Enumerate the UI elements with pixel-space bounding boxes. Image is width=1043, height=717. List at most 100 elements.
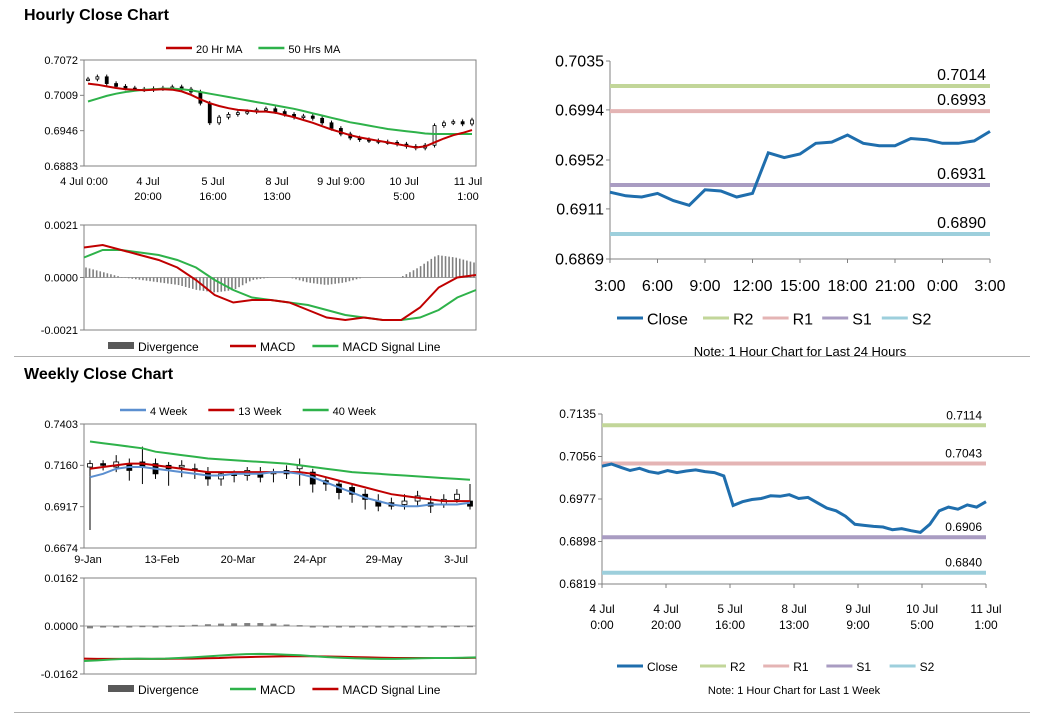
weekly-price-y-tick-label: 0.7160 — [44, 460, 78, 472]
weekly-macd-y-tick-label: -0.0162 — [41, 669, 78, 681]
weekly-close-legend-label: S1 — [856, 660, 871, 674]
hourly-macd-legend-label: Divergence — [138, 340, 199, 354]
hourly-price-candle-body — [470, 119, 474, 125]
hourly-close-x-tick-label: 21:00 — [875, 278, 915, 295]
weekly-close-y-tick-label: 0.7056 — [559, 450, 596, 464]
weekly-price-y-tick-label: 0.6917 — [44, 502, 78, 514]
weekly-price-y-tick-label: 0.7403 — [44, 419, 78, 431]
hourly-macd-legend-label: MACD — [260, 340, 296, 354]
weekly-price-y-tick-label: 0.6674 — [44, 543, 78, 555]
weekly-close-chart: 0.7135 0.7056 0.6977 0.6898 0.6819 0.7114 0.70… — [559, 407, 1001, 697]
weekly-divergence-bar — [270, 623, 277, 626]
weekly-price-x-tick-label: 24-Apr — [293, 554, 326, 566]
hourly-price-x-tick-label: 1:00 — [457, 191, 478, 203]
weekly-price-candle-body — [453, 493, 460, 500]
weekly-divergence-bar — [414, 626, 421, 628]
hourly-20hr-ma-line — [87, 82, 473, 149]
hourly-price-candle-body — [451, 121, 456, 124]
weekly-close-x-tick-label: 13:00 — [779, 618, 809, 632]
hourly-price-candle-body — [460, 121, 465, 125]
hourly-close-chart: 0.7035 0.6994 0.6952 0.6911 0.6869 0.7014 0.69… — [555, 54, 1006, 359]
hourly-price-x-tick-label: 5:00 — [393, 191, 414, 203]
weekly-divergence-bar — [467, 625, 473, 628]
hourly-price-candle-body — [264, 108, 268, 111]
hourly-close-r2-level-label: 0.7014 — [937, 67, 986, 84]
hourly-close-r1-level-label: 0.6993 — [937, 92, 986, 109]
hourly-price-candle-body — [442, 122, 446, 127]
weekly-divergence-bar — [244, 623, 251, 626]
hourly-close-s2-level-label: 0.6890 — [937, 215, 986, 232]
hourly-price-legend-label: 20 Hr MA — [196, 44, 243, 56]
hourly-close-legend-label: R2 — [733, 312, 754, 329]
hourly-price-plot-area — [83, 59, 477, 167]
weekly-divergence-bar — [231, 623, 238, 626]
weekly-macd-y-tick-label: 0.0162 — [44, 573, 78, 585]
weekly-price-legend-label: 4 Week — [150, 406, 188, 418]
hourly-close-s1-level-label: 0.6931 — [937, 166, 986, 183]
weekly-close-legend-label: R2 — [730, 660, 746, 674]
hourly-price-candle-body — [207, 102, 212, 124]
hourly-close-close-line — [609, 130, 991, 207]
bottom-divider — [14, 712, 1030, 713]
weekly-4w-ma-line — [89, 466, 471, 508]
hourly-price-candle-body — [198, 91, 203, 104]
weekly-close-y-tick-label: 0.6977 — [559, 492, 596, 506]
hourly-price-candle-body — [123, 85, 128, 89]
hourly-price-candle-body — [217, 116, 222, 124]
weekly-divergence-bar — [362, 626, 369, 628]
weekly-divergence-bar — [296, 625, 303, 627]
weekly-divergence-bar — [178, 625, 185, 627]
weekly-close-legend-label: S2 — [920, 660, 935, 674]
hourly-close-x-tick-label: 12:00 — [732, 278, 772, 295]
weekly-price-candle-body — [87, 463, 93, 468]
hourly-price-y-tick-label: 0.7009 — [44, 90, 78, 102]
weekly-close-r2-level-label: 0.7114 — [946, 408, 982, 422]
hourly-close-y-tick-label: 0.6952 — [555, 153, 604, 170]
hourly-price-candle-body — [114, 83, 118, 87]
hourly-price-candle-body — [235, 112, 240, 115]
hourly-close-y-tick-label: 0.6869 — [555, 252, 604, 269]
weekly-close-x-tick-label: 5:00 — [910, 618, 934, 632]
weekly-divergence-bar — [126, 626, 133, 628]
hourly-price-candle-body — [104, 76, 109, 84]
hourly-price-y-tick-label: 0.6883 — [44, 161, 78, 173]
hourly-price-candle-body — [86, 78, 90, 81]
hourly-price-candle-body — [310, 115, 315, 119]
weekly-price-x-tick-label: 29-May — [366, 554, 403, 566]
hourly-macd-y-tick-label: -0.0021 — [41, 325, 78, 337]
weekly-divergence-bar — [87, 626, 93, 629]
hourly-price-x-tick-label: 13:00 — [263, 191, 291, 203]
hourly-close-x-tick-label: 3:00 — [594, 278, 625, 295]
weekly-divergence-bar — [453, 625, 460, 628]
weekly-close-y-tick-label: 0.6898 — [559, 535, 596, 549]
weekly-divergence-bar — [283, 624, 290, 627]
weekly-close-x-tick-label: 9 Jul — [845, 602, 870, 616]
weekly-13w-ma-line — [89, 462, 470, 503]
hourly-price-x-tick-label: 9 Jul 9:00 — [317, 176, 365, 188]
hourly-close-x-tick-label: 9:00 — [689, 278, 720, 295]
weekly-divergence-bar — [335, 626, 342, 628]
weekly-divergence-bar — [257, 623, 264, 626]
weekly-close-x-tick-label: 9:00 — [846, 618, 870, 632]
hourly-price-candle-body — [245, 111, 250, 114]
weekly-close-x-tick-label: 5 Jul — [717, 602, 742, 616]
hourly-macd-y-tick-label: 0.0021 — [44, 220, 78, 232]
hourly-close-y-tick-label: 0.6911 — [556, 202, 604, 219]
hourly-price-y-tick-label: 0.7072 — [44, 55, 78, 67]
weekly-close-s1-level-label: 0.6906 — [945, 520, 982, 534]
weekly-close-x-tick-label: 20:00 — [651, 618, 681, 632]
weekly-divergence-bar — [113, 626, 120, 628]
hourly-price-candle-body — [432, 125, 437, 146]
weekly-close-r1-level-label: 0.7043 — [945, 446, 982, 460]
weekly-price-legend-label: 13 Week — [238, 406, 282, 418]
hourly-price-candle-body — [95, 76, 100, 80]
hourly-price-x-tick-label: 4 Jul — [136, 176, 159, 188]
weekly-section-title: Weekly Close Chart — [24, 366, 174, 383]
hourly-price-candle-body — [320, 117, 325, 124]
hourly-price-x-tick-label: 5 Jul — [201, 176, 224, 188]
hourly-close-y-tick-label: 0.7035 — [555, 54, 604, 71]
hourly-price-x-tick-label: 11 Jul — [454, 176, 483, 188]
weekly-divergence-bar — [191, 624, 198, 627]
weekly-divergence-bar — [440, 626, 447, 628]
weekly-close-x-tick-label: 10 Jul — [906, 602, 938, 616]
